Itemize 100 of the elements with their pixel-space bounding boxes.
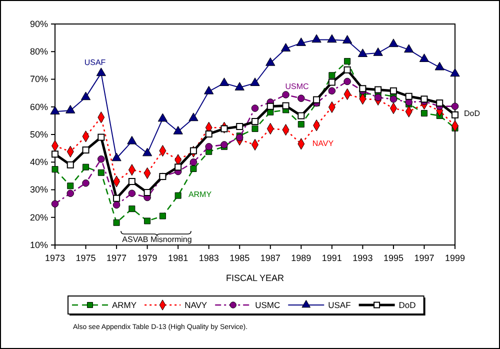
point — [234, 82, 244, 90]
point — [127, 136, 137, 144]
point — [144, 189, 151, 196]
point — [313, 96, 320, 104]
point — [373, 47, 383, 56]
point — [188, 112, 198, 122]
point — [250, 78, 260, 86]
point — [328, 78, 336, 86]
point — [282, 91, 290, 98]
point — [50, 106, 60, 114]
point — [128, 190, 136, 197]
annotation: USMC — [285, 82, 309, 91]
point — [112, 152, 122, 162]
point — [98, 134, 105, 141]
point — [298, 121, 304, 128]
x-tick-label: 1981 — [168, 253, 188, 263]
point — [174, 164, 182, 171]
point — [436, 100, 444, 107]
point — [113, 219, 120, 226]
y-tick-label: 80% — [30, 46, 48, 57]
x-tick-label: 1977 — [106, 253, 127, 263]
point — [113, 194, 120, 202]
point — [52, 150, 58, 158]
x-tick-label: 1999 — [444, 253, 466, 263]
legend-label: ARMY — [112, 300, 137, 310]
point — [344, 58, 351, 65]
y-tick-label: 60% — [30, 102, 48, 112]
point — [390, 87, 397, 94]
point — [266, 57, 276, 66]
point — [66, 190, 74, 197]
point — [142, 148, 152, 156]
point — [190, 158, 198, 166]
point — [298, 112, 305, 120]
point — [404, 44, 414, 53]
point — [374, 86, 382, 94]
y-tick-label: 10% — [30, 240, 48, 250]
point — [419, 54, 430, 62]
x-tick-label: 1975 — [76, 253, 96, 263]
point — [144, 218, 151, 224]
point — [390, 96, 398, 103]
point — [66, 104, 76, 114]
text: DoD — [464, 108, 480, 118]
point — [452, 111, 458, 118]
y-tick-label: 30% — [30, 184, 48, 195]
x-tick-label: 1987 — [260, 253, 280, 263]
point — [342, 35, 352, 44]
legend-label: USAF — [328, 300, 351, 310]
point — [296, 38, 306, 46]
legend-label: USMC — [255, 300, 280, 310]
x-tick-label: 1991 — [322, 253, 342, 263]
point — [190, 147, 197, 154]
point — [128, 178, 136, 185]
point — [174, 192, 182, 199]
point — [251, 104, 259, 112]
point — [190, 166, 197, 172]
point — [220, 125, 228, 132]
point — [112, 201, 120, 209]
x-tick-label: 1973 — [44, 253, 66, 263]
point — [312, 34, 322, 43]
point — [344, 78, 351, 86]
x-tick-label: 1983 — [198, 253, 219, 263]
point — [82, 179, 90, 187]
point — [204, 86, 214, 94]
point — [280, 43, 291, 52]
point — [98, 155, 105, 163]
point — [298, 94, 305, 102]
point — [96, 68, 106, 76]
legend-label: NAVY — [184, 300, 208, 310]
annotation: ARMY — [188, 190, 212, 199]
point — [266, 102, 274, 110]
point — [374, 94, 382, 102]
point — [328, 72, 336, 79]
point — [80, 92, 91, 100]
point — [344, 66, 351, 74]
point — [358, 48, 368, 57]
point — [98, 169, 104, 176]
point — [173, 126, 183, 134]
point — [159, 212, 166, 220]
point — [451, 102, 459, 110]
point — [128, 206, 136, 212]
point — [282, 102, 290, 110]
point — [67, 182, 74, 190]
point — [327, 34, 337, 43]
x-tick-label: 1995 — [383, 253, 404, 263]
point — [388, 38, 398, 48]
point — [51, 200, 59, 208]
point — [434, 62, 444, 70]
point — [328, 87, 336, 94]
x-tick-label: 1985 — [230, 253, 250, 263]
y-tick-label: 20% — [30, 212, 48, 222]
y-tick-label: 70% — [30, 74, 48, 84]
x-tick-label: 1989 — [291, 253, 312, 263]
x-axis-title: FISCAL YEAR — [226, 273, 285, 283]
annotation: ASVAB Misnorming — [122, 234, 192, 244]
point — [405, 92, 412, 100]
x-tick-label: 1993 — [352, 253, 373, 263]
annotation: NAVY — [312, 138, 334, 148]
x-tick-label: 1979 — [137, 253, 158, 263]
point — [420, 110, 428, 116]
y-tick-label: 40% — [30, 157, 48, 168]
